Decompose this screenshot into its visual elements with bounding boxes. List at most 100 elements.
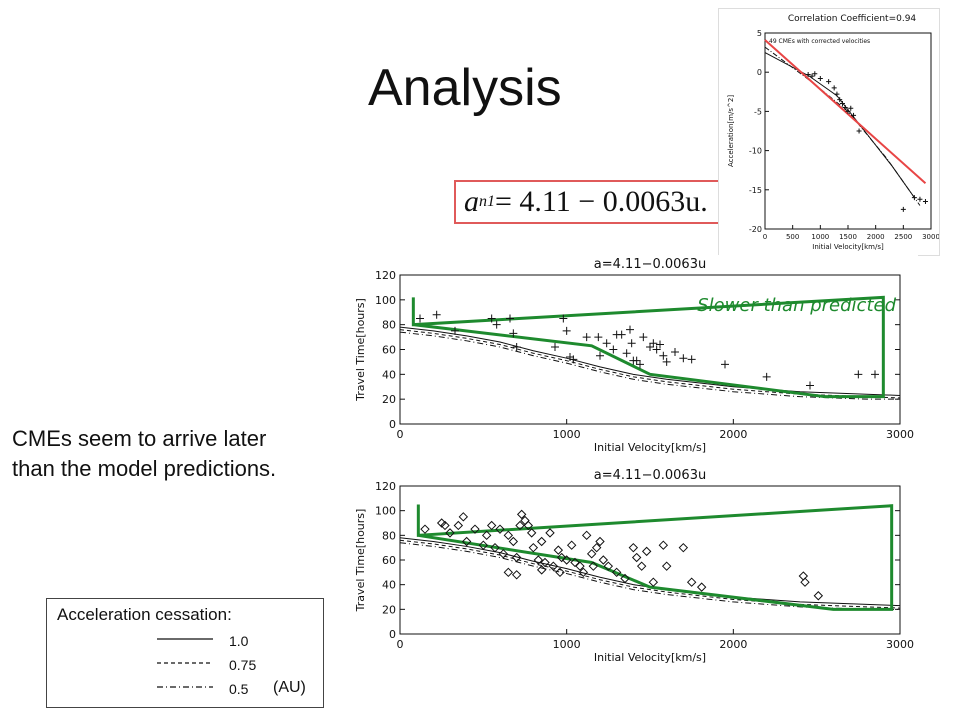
top-chart-title: a=4.11−0.0063u [594,257,706,272]
top-chart-data-point [671,347,679,356]
top-chart-data-point [679,354,688,363]
top-chart-data-point [762,372,771,381]
bottom-chart-data-point [481,530,492,541]
legend-row-dashdot: 0.5 [157,679,357,699]
top-chart-ytick-label: 40 [382,368,396,381]
top-chart-model-line-0_75 [399,329,901,399]
bottom-chart-data-point [470,524,480,534]
legend-solid-line [157,638,213,640]
inset-data-point [851,112,857,118]
top-chart-ytick-label: 60 [382,344,396,357]
top-chart-xlabel: Initial Velocity[km/s] [594,441,706,454]
legend-unit: (AU) [273,679,306,696]
inset-data-point [839,101,845,107]
top-chart-xtick-label: 3000 [886,428,914,441]
inset-data-point [856,128,862,134]
bottom-chart-data-point [581,530,592,541]
bottom-chart-data-point [556,552,567,563]
inset-ytick-label: -20 [749,225,762,234]
bottom-chart-data-point [813,591,824,601]
bottom-chart-data-point [570,557,580,568]
bottom-chart-data-point [461,536,472,547]
bottom-chart-data-point [603,561,614,571]
inset-model-curve-dashdot [764,46,921,206]
bottom-chart-data-point [686,577,697,587]
inset-xtick-label: 1500 [839,233,857,241]
inset-xtick-label: 500 [786,233,799,241]
inset-ytick-label: 5 [757,29,762,38]
top-chart-model-line-0_5 [399,331,900,400]
legend-row-solid: 1.0 [157,631,357,651]
inset-model-curve-solid [764,52,915,198]
inset-correlation-chart: Correlation Coefficient=0.94 49 CMEs with… [718,8,940,256]
top-chart-annotation: Slower than predicted [697,295,896,316]
top-chart-data-point [646,343,654,352]
top-chart-model-line-1_0 [399,326,901,396]
bottom-chart-svg: a=4.11−0.0063u 0 20 40 60 80 100 120 0 1000 2000 30… [354,468,914,664]
bottom-chart-data-point [503,530,514,541]
top-chart-svg: a=4.11−0.0063u 0 20 40 60 80 100 120 0 1000 2000 30… [354,257,914,454]
top-chart-data-point [639,333,648,342]
inset-data-point [845,108,851,114]
bottom-chart-data-point [628,542,639,553]
bottom-chart-data-point [578,567,589,578]
equation-lhs: a [464,185,479,218]
bottom-chart-ytick-label: 0 [389,628,396,641]
bottom-chart-data-point [508,536,519,547]
top-chart-data-point [656,340,664,349]
bottom-chart-data-point [561,555,572,565]
top-chart-data-point [627,339,636,348]
inset-data-point [900,206,906,212]
bottom-chart-data-point [511,570,522,580]
top-chart-data-point [602,339,611,348]
bottom-chart-xtick-label: 1000 [553,638,581,651]
bottom-chart-data-point [503,567,514,578]
travel-time-chart-bottom: a=4.11−0.0063u 0 20 40 60 80 100 120 0 1000 2000 30… [342,466,918,671]
top-chart-data-point [687,355,696,364]
inset-xtick-label: 0 [763,233,767,241]
bottom-chart-ytick-label: 20 [382,603,396,616]
bottom-chart-data-point [641,546,652,557]
travel-time-chart-top: a=4.11−0.0063u 0 20 40 60 80 100 120 0 1000 2000 30… [342,255,918,463]
bottom-chart-data-point [458,512,469,522]
bottom-chart-data-point [696,582,707,592]
bottom-chart-ytick-label: 120 [375,480,396,493]
top-chart-ytick-label: 0 [389,418,396,431]
inset-title: Correlation Coefficient=0.94 [788,14,917,24]
inset-ytick-label: -15 [749,186,762,195]
inset-red-fit-line [764,39,927,184]
bottom-chart-xtick-label: 3000 [886,638,914,651]
equation-rhs: = 4.11 − 0.0063u. [495,185,708,218]
bottom-chart-data-point [566,540,577,550]
bottom-chart-data-point [533,555,544,565]
legend-label-2: 0.75 [229,657,257,673]
bottom-chart-data-point [586,549,597,559]
top-chart-xtick-label: 1000 [553,428,581,441]
bottom-chart-title: a=4.11−0.0063u [594,468,706,483]
top-chart-ylabel: Travel Time[hours] [354,298,367,402]
legend-header: Acceleration cessation: [57,605,232,624]
inset-xtick-label: 3000 [922,233,939,241]
top-chart-data-point [562,326,571,335]
bottom-chart-data-point [800,577,810,587]
top-chart-data-point [609,345,618,354]
top-chart-data-point [594,333,603,342]
legend-label-1: 1.0 [229,633,249,649]
bottom-chart-ytick-label: 80 [382,529,396,542]
inset-data-point [922,199,928,205]
bottom-chart-green-envelope [416,504,894,611]
top-chart-data-point [649,339,658,348]
bottom-chart-data-point [540,557,550,568]
top-chart-ytick-label: 80 [382,319,396,332]
top-chart-data-point [626,325,634,334]
bottom-chart-data-point [648,577,659,587]
top-chart-data-point [806,381,814,390]
bottom-chart-data-point [420,524,430,534]
note-line-1: CMEs seem to arrive later [12,426,267,451]
legend-dashdot-line [157,686,213,688]
bottom-chart-plot-frame [399,485,901,635]
legend-dashed-line [157,662,213,664]
bottom-chart-data-point [440,520,450,531]
top-chart-data-point [451,326,459,335]
observation-note: CMEs seem to arrive later than the model… [12,424,276,484]
